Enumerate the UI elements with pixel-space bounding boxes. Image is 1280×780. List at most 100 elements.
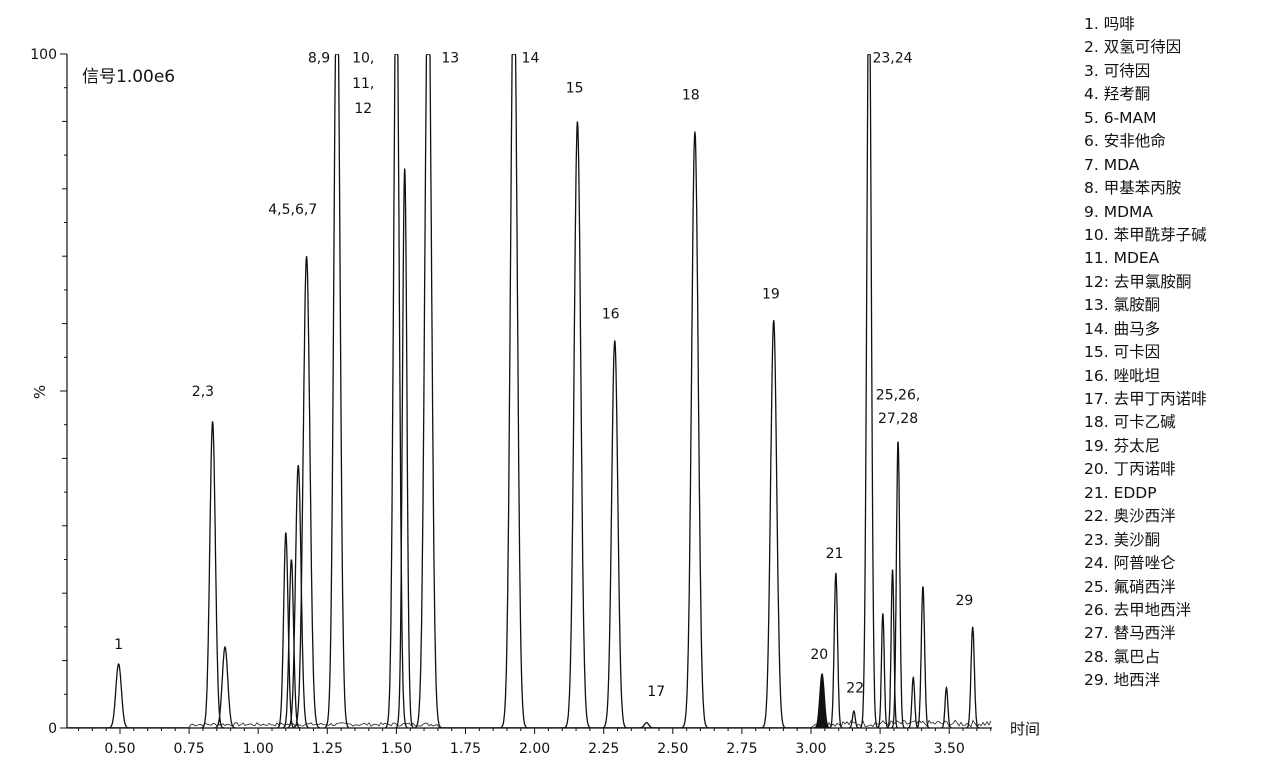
- x-tick-label: 2.50: [657, 741, 688, 757]
- x-tick-label: 2.25: [588, 741, 619, 757]
- legend-item: 6. 安非他命: [1084, 132, 1166, 151]
- peak-label: 23,24: [872, 50, 912, 66]
- peak-trace: [277, 532, 295, 728]
- peak-label: 12: [354, 101, 372, 117]
- axes: 0 100 0.50 0.75 1.00 1.25 1.50 1.75 2.00 2.25 2.50…: [30, 47, 992, 757]
- peak-label: 11,: [352, 76, 374, 92]
- peak-label: 2,3: [192, 384, 214, 400]
- y-tick-label: 100: [30, 47, 57, 63]
- legend-item: 29. 地西泮: [1084, 671, 1161, 690]
- x-tick-label: 1.50: [381, 741, 412, 757]
- legend-item: 18. 可卡乙碱: [1084, 413, 1176, 432]
- peak-label: 4,5,6,7: [268, 202, 317, 218]
- legend-item: 4. 羟考酮: [1084, 85, 1151, 104]
- peak-trace: [859, 54, 879, 728]
- peak-trace: [395, 168, 414, 728]
- peak-label: 1: [114, 637, 123, 653]
- legend-item: 14. 曲马多: [1084, 319, 1161, 338]
- y-tick-label: 0: [48, 721, 57, 737]
- legend-item: 19. 芬太尼: [1084, 436, 1161, 455]
- x-tick-label: 0.75: [174, 741, 205, 757]
- peak-trace: [887, 569, 899, 728]
- legend-item: 15. 可卡因: [1084, 343, 1161, 362]
- peak-trace: [940, 686, 952, 728]
- legend-item: 21. EDDP: [1084, 483, 1157, 502]
- x-tick-label: 2.75: [726, 741, 757, 757]
- peak-trace: [637, 721, 656, 728]
- peak-label: 19: [762, 286, 780, 302]
- peak-trace: [201, 421, 224, 728]
- legend-item: 16. 唑吡坦: [1084, 366, 1161, 385]
- legend-item: 12: 去甲氯胺酮: [1084, 272, 1192, 291]
- x-tick-label: 0.50: [104, 741, 135, 757]
- peak-20-fill: [815, 674, 829, 728]
- peak-label: 15: [566, 81, 584, 97]
- peak-trace: [848, 710, 860, 728]
- peak-label: 21: [826, 546, 844, 562]
- legend-item: 8. 甲基苯丙胺: [1084, 179, 1182, 198]
- legend-item: 27. 替马西泮: [1084, 624, 1176, 643]
- x-tick-label: 1.00: [243, 741, 274, 757]
- peak-trace: [602, 340, 628, 728]
- legend-item: 25. 氟硝西泮: [1084, 577, 1176, 596]
- peak-trace: [916, 586, 930, 728]
- legend-item: 17. 去甲丁丙诺啡: [1084, 390, 1207, 408]
- y-axis-title: %: [31, 385, 49, 399]
- peak-trace: [564, 121, 591, 728]
- peak-trace: [287, 464, 310, 728]
- peak-label: 10,: [352, 50, 374, 66]
- x-axis-title: 时间: [1010, 720, 1040, 738]
- peak-trace: [965, 626, 980, 728]
- traces: [67, 54, 992, 728]
- legend-item: 22. 奥沙西泮: [1084, 507, 1176, 526]
- peak-trace: [107, 662, 130, 728]
- peak-trace: [293, 256, 320, 728]
- peak-trace: [877, 613, 889, 728]
- legend-item: 7. MDA: [1084, 155, 1140, 174]
- peak-trace: [681, 131, 709, 728]
- legend-item: 13. 氯胺酮: [1084, 296, 1161, 315]
- compound-legend: 1. 吗啡 2. 双氢可待因 3. 可待因 4. 羟考酮 5. 6-MAM 6. 安非他命…: [1084, 13, 1207, 693]
- peak-trace: [891, 441, 905, 728]
- peak-label: 14: [522, 50, 540, 66]
- peak-trace: [385, 54, 408, 728]
- x-tick-label: 1.75: [450, 741, 481, 757]
- legend-item: 10. 苯甲酰芽子碱: [1084, 225, 1207, 244]
- legend-item: 5. 6-MAM: [1084, 108, 1157, 127]
- peak-label: 8,9: [308, 50, 330, 66]
- peak-trace: [907, 676, 919, 728]
- legend-item: 11. MDEA: [1084, 249, 1160, 268]
- peak-label: 27,28: [878, 411, 918, 427]
- peak-label: 29: [955, 593, 973, 609]
- x-tick-label: 3.00: [795, 741, 826, 757]
- x-tick-label: 3.25: [865, 741, 896, 757]
- legend-item: 28. 氯巴占: [1084, 647, 1161, 666]
- peak-trace: [282, 559, 301, 728]
- peak-trace: [761, 320, 786, 728]
- legend-item: 23. 美沙酮: [1084, 530, 1161, 549]
- legend-item: 20. 丁丙诺啡: [1084, 460, 1176, 479]
- peak-label: 18: [682, 87, 700, 103]
- peak-label: 22: [846, 681, 864, 697]
- signal-label: 信号1.00e6: [82, 67, 175, 87]
- peak-trace: [324, 54, 350, 728]
- legend-item: 24. 阿普唑仑: [1084, 554, 1176, 573]
- legend-item: 2. 双氢可待因: [1084, 38, 1182, 57]
- x-tick-label: 1.25: [312, 741, 343, 757]
- legend-item: 26. 去甲地西泮: [1084, 600, 1192, 619]
- peak-trace: [500, 54, 528, 728]
- peak-trace: [829, 572, 843, 728]
- legend-item: 9. MDMA: [1084, 202, 1154, 221]
- peak-label: 20: [810, 647, 828, 663]
- x-tick-label: 3.50: [934, 741, 965, 757]
- peak-label: 17: [647, 684, 665, 700]
- peak-label: 16: [602, 306, 620, 322]
- peak-trace: [214, 645, 237, 728]
- peak-label: 25,26,: [876, 387, 921, 403]
- peak-labels: 1 2,3 4,5,6,7 8,9 10, 11, 12 13 14 15 16 17 18 19 20 21…: [114, 50, 973, 700]
- peak-label: 13: [441, 50, 459, 66]
- legend-item: 1. 吗啡: [1084, 15, 1135, 33]
- x-tick-label: 2.00: [519, 741, 550, 757]
- peak-trace: [414, 54, 442, 728]
